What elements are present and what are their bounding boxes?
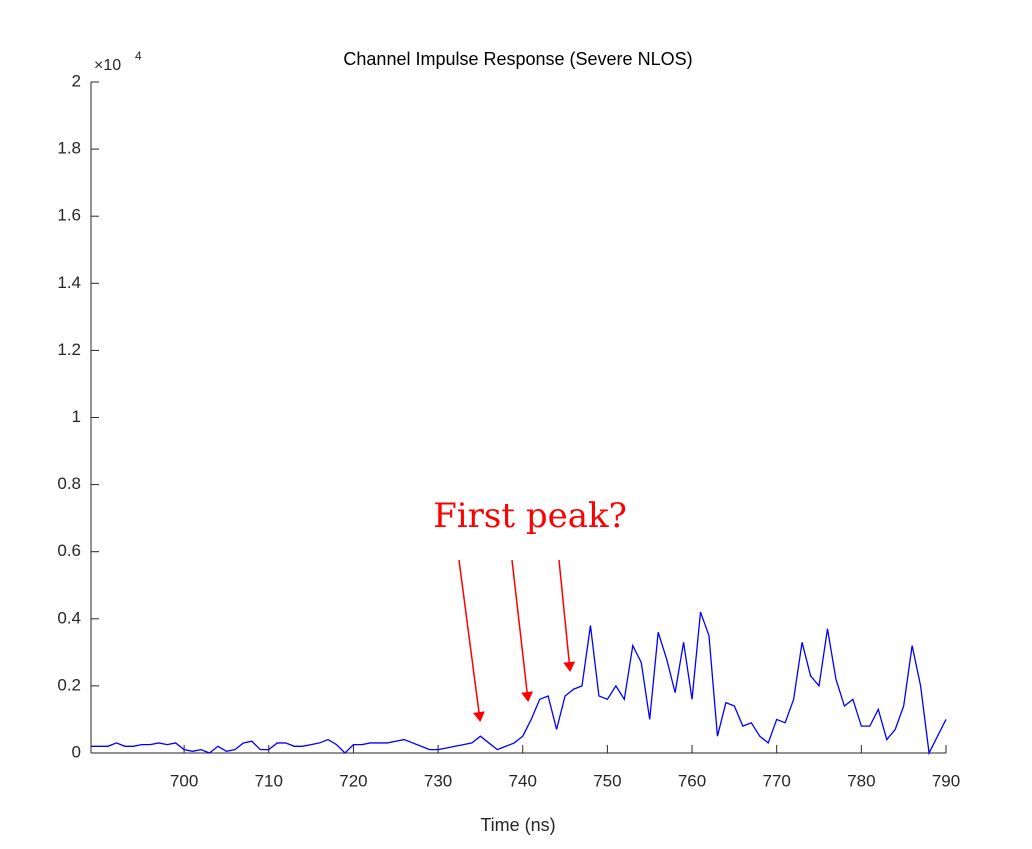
y-tick-label: 0.4 [57, 608, 81, 627]
y-multiplier-exponent: 4 [135, 49, 142, 63]
y-tick-label: 0.6 [57, 541, 81, 560]
arrow [558, 559, 576, 672]
x-tick-label: 770 [763, 771, 791, 790]
x-tick-label: 760 [678, 771, 706, 790]
chart-title: Channel Impulse Response (Severe NLOS) [343, 49, 692, 69]
x-axis-label: Time (ns) [480, 815, 555, 835]
arrow [511, 559, 534, 702]
arrow [458, 559, 485, 722]
annotation: First peak? [433, 496, 627, 536]
x-tick-label: 700 [170, 771, 198, 790]
y-tick-label: 1 [72, 407, 81, 426]
x-tick-label: 780 [847, 771, 875, 790]
x-tick-label: 730 [424, 771, 452, 790]
data-line [91, 611, 947, 756]
x-tick-label: 790 [932, 771, 960, 790]
y-tick-label: 1.8 [57, 139, 81, 158]
y-tick-label: 0.2 [57, 675, 81, 694]
y-tick-label: 1.6 [57, 206, 81, 225]
annotation-arrows [458, 559, 576, 722]
x-tick-label: 740 [509, 771, 537, 790]
y-tick-label: 2 [72, 71, 81, 90]
y-tick-label: 0 [72, 742, 81, 761]
y-tick-label: 1.4 [57, 273, 81, 292]
x-tick-label: 710 [255, 771, 283, 790]
y-tick-label: 1.2 [57, 340, 81, 359]
x-tick-label: 720 [339, 771, 367, 790]
x-tick-label: 750 [593, 771, 621, 790]
y-tick-label: 0.8 [57, 474, 81, 493]
y-multiplier: ×10 [94, 57, 121, 74]
